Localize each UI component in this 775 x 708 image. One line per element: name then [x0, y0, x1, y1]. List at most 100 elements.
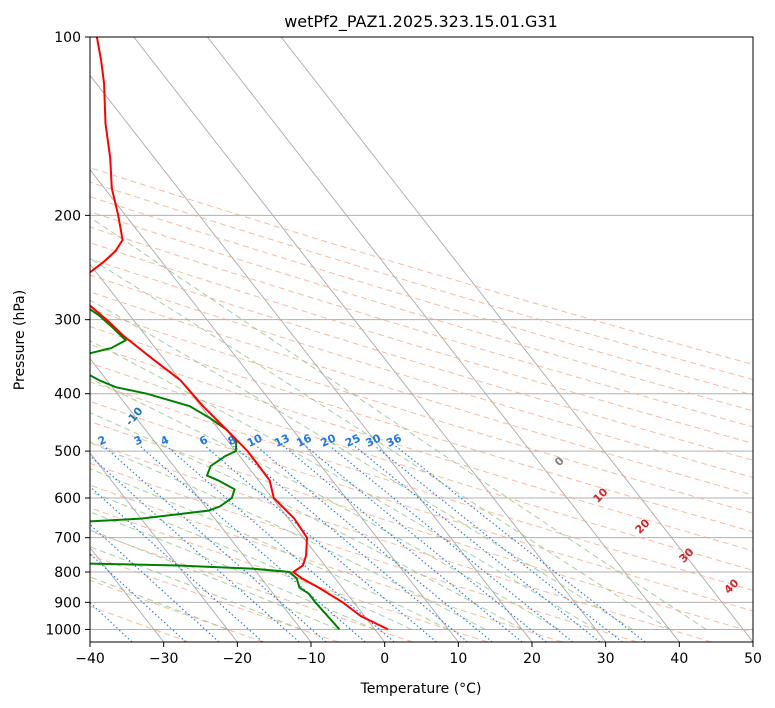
dry-adiabat	[90, 400, 753, 612]
mixing-ratio-label: 6	[197, 433, 210, 448]
mixing-ratio-label: 16	[294, 431, 314, 449]
mixing-ratio-label: 0.6	[0, 431, 15, 451]
y-tick-label: 800	[54, 565, 81, 581]
moist-adiabat	[90, 216, 707, 630]
mixing-ratio-line	[329, 445, 574, 642]
moist-adiabat-label: 40	[722, 576, 742, 596]
x-tick-label: 0	[380, 651, 389, 667]
y-tick-label: 300	[54, 313, 81, 329]
dry-adiabat	[90, 291, 753, 496]
moist-adiabat-label: 0	[552, 454, 567, 469]
y-tick-label: 500	[54, 444, 81, 460]
x-tick-label: 40	[670, 651, 688, 667]
plot-frame	[89, 36, 754, 643]
y-tick-label: 600	[54, 491, 81, 507]
y-tick-label: 200	[54, 208, 81, 224]
dry-adiabat	[90, 441, 712, 642]
mixing-ratio-line	[353, 445, 601, 642]
sounding-profiles	[90, 37, 389, 631]
dry-adiabat	[90, 325, 753, 533]
mixing-ratio-line	[165, 445, 395, 642]
mixing-ratio-label: 20	[319, 431, 339, 449]
dry-adiabat	[90, 343, 753, 552]
dry-adiabat	[90, 507, 488, 642]
mixing-ratio-label: 13	[272, 432, 291, 450]
moist-adiabat	[90, 468, 449, 630]
isotherm-line	[207, 37, 680, 642]
mixing-ratio-label: 2	[96, 433, 108, 448]
mixing-ratio-line	[103, 445, 327, 642]
dry-adiabat	[90, 242, 753, 444]
isotherm-line	[90, 169, 459, 642]
temperature-line	[90, 37, 389, 631]
isotherm-line	[90, 263, 386, 642]
x-tick-label: 10	[449, 651, 467, 667]
dry-adiabat	[90, 420, 753, 633]
x-axis-ticks: −40 −30 −20 −10 0 10 20 30 40 50	[75, 642, 762, 667]
dry-adiabat	[90, 308, 753, 514]
x-tick-label: −20	[223, 651, 253, 667]
dewpoint-line	[90, 308, 341, 631]
moist-adiabat	[90, 412, 523, 630]
mixing-ratio-line	[204, 445, 437, 642]
moist-adiabat	[90, 340, 597, 630]
moist-adiabat-label: 20	[633, 516, 653, 536]
isotherm-line	[133, 37, 607, 642]
mixing-ratio-line	[255, 445, 493, 642]
dry-adiabat	[90, 605, 189, 642]
y-axis-label: Pressure (hPa)	[12, 290, 28, 390]
mixing-ratio-line	[90, 553, 187, 642]
isotherm-label: -10	[123, 404, 146, 428]
moist-adiabat	[90, 378, 560, 630]
background-grid	[90, 37, 753, 630]
dry-adiabat	[90, 196, 753, 396]
mixing-ratio-label: 30	[364, 431, 384, 449]
x-tick-label: −30	[149, 651, 179, 667]
x-tick-label: −40	[75, 651, 105, 667]
moist-adiabat	[90, 511, 376, 630]
chart-title: wetPf2_PAZ1.2025.323.15.01.G31	[284, 12, 558, 32]
dry-adiabat	[90, 462, 638, 642]
moist-adiabat	[90, 546, 302, 630]
x-axis-label: Temperature (°C)	[360, 681, 482, 697]
dry-adiabat-lines	[90, 167, 753, 642]
mixing-ratio-label: 36	[384, 431, 404, 449]
moist-adiabat	[90, 299, 633, 630]
mixing-ratio-lines	[90, 445, 646, 642]
mixing-ratio-line	[305, 445, 547, 642]
isotherm-line	[90, 74, 533, 642]
dry-adiabat	[90, 211, 753, 412]
y-tick-label: 700	[54, 531, 81, 547]
moist-adiabat-label: 10	[591, 485, 611, 505]
mixing-ratio-label: 25	[343, 432, 362, 450]
mixing-ratio-line	[374, 445, 623, 642]
moist-adiabat	[90, 442, 486, 630]
mixing-ratio-label: 3	[132, 433, 144, 448]
isotherm-line	[280, 37, 753, 642]
x-tick-label: 20	[523, 651, 541, 667]
y-axis-ticks: 100 200 300 400 500 600 700 800 900 1000	[45, 30, 90, 638]
x-tick-label: 50	[744, 651, 762, 667]
mixing-ratio-line	[139, 445, 366, 642]
line-annotations: -100-90-80-70-60-50-40-30-20-100.10.20.4…	[0, 404, 742, 596]
x-tick-label: 30	[597, 651, 615, 667]
moist-adiabat	[90, 257, 670, 630]
mixing-ratio-line	[90, 455, 300, 642]
isotherm-line	[90, 357, 312, 642]
dry-adiabat	[90, 167, 753, 365]
mixing-ratio-line	[395, 445, 646, 642]
mixing-ratio-line	[233, 445, 468, 642]
y-tick-label: 400	[54, 387, 81, 403]
isotherm-line	[90, 452, 238, 642]
y-tick-label: 100	[54, 30, 81, 46]
dry-adiabat	[90, 484, 563, 642]
mixing-ratio-label: 1	[38, 433, 50, 448]
dry-adiabat	[90, 579, 264, 642]
y-tick-label: 1000	[45, 622, 81, 638]
y-tick-label: 900	[54, 595, 81, 611]
moist-adiabat	[90, 529, 339, 630]
mixing-ratio-line	[90, 485, 264, 642]
dry-adiabat	[90, 530, 414, 642]
mixing-ratio-label: 10	[245, 431, 265, 449]
